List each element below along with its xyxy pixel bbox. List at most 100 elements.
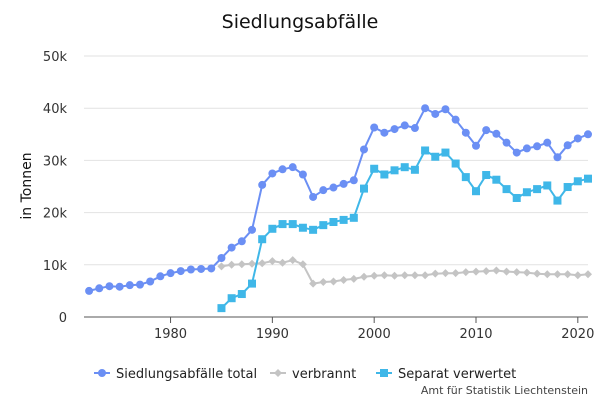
data-point bbox=[441, 269, 450, 278]
data-point bbox=[115, 282, 124, 291]
x-tick-label: 1990 bbox=[256, 327, 289, 342]
data-point bbox=[533, 185, 542, 194]
data-point bbox=[217, 254, 226, 263]
data-point bbox=[146, 277, 155, 286]
legend-label: Separat verwertet bbox=[398, 367, 516, 382]
data-point bbox=[288, 220, 297, 229]
data-point bbox=[573, 177, 582, 186]
data-point bbox=[237, 260, 246, 269]
chart-title: Siedlungsabfälle bbox=[222, 11, 379, 33]
data-point bbox=[360, 272, 368, 281]
data-point bbox=[248, 225, 256, 234]
data-point bbox=[258, 259, 267, 268]
data-point bbox=[543, 270, 552, 279]
x-tick-label: 2010 bbox=[459, 327, 492, 342]
data-point bbox=[166, 269, 175, 278]
data-point bbox=[217, 262, 226, 271]
x-axis: 1980 1990 2000 2010 2020 bbox=[84, 316, 594, 342]
x-tick-label: 2020 bbox=[561, 327, 594, 342]
data-point bbox=[319, 278, 328, 287]
legend-label: Siedlungsabfälle total bbox=[116, 367, 257, 382]
data-point bbox=[248, 279, 256, 288]
data-point bbox=[268, 257, 277, 266]
data-point bbox=[533, 142, 542, 151]
plot-area bbox=[85, 104, 592, 313]
data-point bbox=[543, 138, 552, 147]
legend-marker bbox=[380, 369, 388, 377]
data-point bbox=[197, 264, 206, 273]
data-point bbox=[451, 115, 460, 124]
data-point bbox=[573, 134, 582, 143]
data-point bbox=[176, 267, 185, 276]
data-point bbox=[584, 174, 592, 183]
data-point bbox=[451, 269, 460, 278]
data-point bbox=[502, 267, 511, 276]
data-point bbox=[492, 266, 501, 275]
data-point bbox=[431, 269, 440, 278]
data-point bbox=[522, 268, 531, 277]
data-point bbox=[431, 109, 440, 118]
data-point bbox=[390, 271, 399, 280]
y-tick-label: 30k bbox=[43, 154, 68, 169]
data-point bbox=[390, 166, 399, 175]
legend-item: verbrannt bbox=[270, 367, 356, 382]
data-point bbox=[339, 275, 348, 284]
data-point bbox=[400, 121, 409, 130]
data-point bbox=[237, 237, 246, 246]
data-point bbox=[410, 271, 419, 280]
data-point bbox=[105, 282, 114, 291]
data-point bbox=[319, 186, 328, 195]
data-point bbox=[380, 170, 389, 179]
data-point bbox=[492, 129, 501, 138]
data-point bbox=[309, 225, 318, 234]
series-line bbox=[220, 149, 589, 309]
legend-item: Separat verwertet bbox=[376, 367, 516, 382]
data-point bbox=[380, 128, 389, 137]
data-point bbox=[461, 173, 470, 182]
data-point bbox=[329, 217, 338, 226]
data-point bbox=[288, 256, 297, 265]
data-point bbox=[502, 138, 511, 147]
data-point bbox=[584, 130, 592, 139]
data-point bbox=[421, 104, 430, 113]
y-tick-label: 40k bbox=[43, 102, 68, 117]
data-point bbox=[421, 271, 430, 280]
data-point bbox=[85, 286, 94, 295]
data-point bbox=[125, 281, 134, 290]
data-point bbox=[298, 170, 307, 179]
legend-marker bbox=[98, 369, 106, 377]
data-point bbox=[584, 270, 592, 279]
data-point bbox=[237, 290, 246, 299]
data-point bbox=[186, 265, 195, 274]
data-point bbox=[349, 176, 358, 185]
source-credit: Amt für Statistik Liechtenstein bbox=[421, 384, 588, 397]
data-point bbox=[573, 271, 582, 280]
data-point bbox=[360, 145, 368, 154]
data-point bbox=[319, 221, 328, 230]
data-point bbox=[298, 260, 307, 269]
data-point bbox=[461, 268, 470, 277]
y-tick-label: 20k bbox=[43, 207, 68, 222]
data-point bbox=[268, 169, 277, 178]
data-point bbox=[309, 279, 318, 288]
data-point bbox=[543, 181, 552, 190]
y-tick-label: 0 bbox=[59, 311, 67, 326]
gridlines bbox=[84, 55, 588, 266]
data-point bbox=[217, 304, 226, 313]
data-point bbox=[136, 280, 144, 289]
data-point bbox=[410, 165, 419, 174]
data-point bbox=[522, 144, 531, 153]
data-point bbox=[472, 141, 480, 150]
data-point bbox=[400, 163, 409, 172]
x-tick-label: 1980 bbox=[154, 327, 187, 342]
data-point bbox=[512, 193, 521, 202]
data-point bbox=[472, 187, 480, 196]
data-point bbox=[278, 165, 287, 174]
legend-item: Siedlungsabfälle total bbox=[94, 367, 257, 382]
data-point bbox=[95, 284, 104, 293]
data-point bbox=[482, 267, 491, 276]
data-point bbox=[390, 125, 399, 134]
data-point bbox=[451, 159, 460, 168]
data-point bbox=[329, 277, 338, 286]
